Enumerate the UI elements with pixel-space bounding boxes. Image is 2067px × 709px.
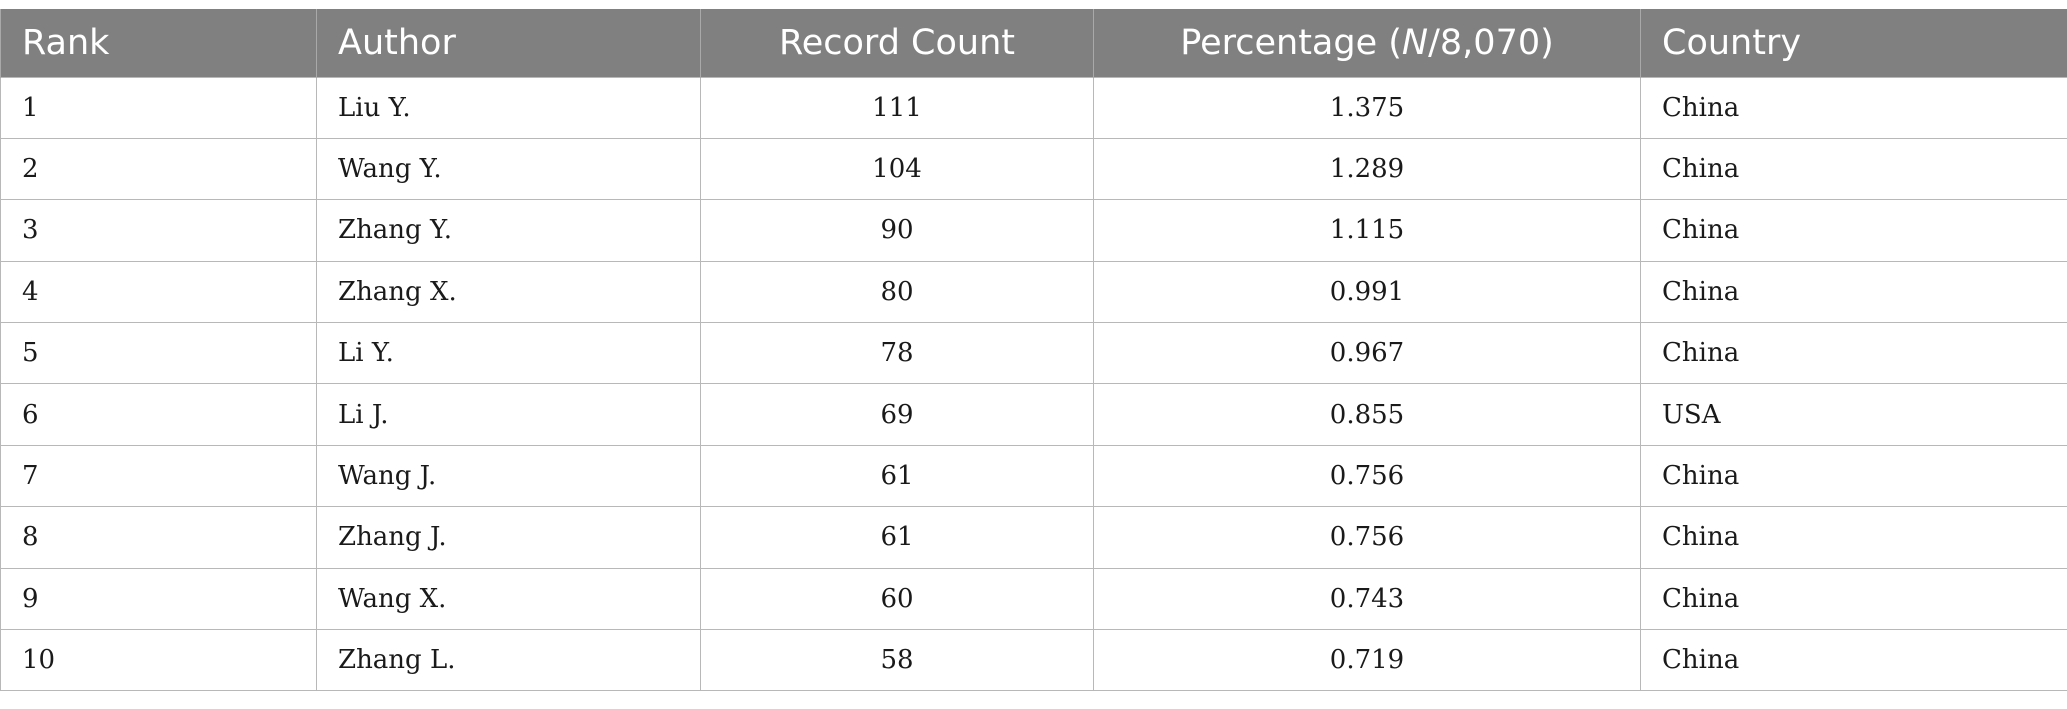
cell-author: Zhang X. [316, 260, 701, 324]
cell-country: China [1640, 506, 2067, 569]
cell-percentage: 0.855 [1093, 383, 1641, 446]
table-row: 2 Wang Y. 104 1.289 China [0, 137, 2067, 201]
cell-author: Li J. [316, 383, 701, 446]
cell-country: China [1640, 260, 2067, 324]
header-percentage-suffix: /8,070) [1428, 22, 1554, 63]
header-country: Country [1640, 9, 2067, 77]
cell-rank: 3 [0, 199, 317, 262]
cell-percentage: 0.756 [1093, 444, 1641, 508]
cell-rank: 6 [0, 383, 317, 446]
cell-author: Zhang Y. [316, 199, 701, 262]
cell-record-count: 111 [700, 76, 1094, 139]
header-percentage-prefix: Percentage ( [1180, 22, 1402, 63]
cell-percentage: 1.375 [1093, 76, 1641, 139]
cell-record-count: 104 [700, 137, 1094, 201]
cell-percentage: 0.756 [1093, 506, 1641, 569]
cell-author: Li Y. [316, 322, 701, 385]
author-table: Rank Author Record Count Percentage (N/8… [0, 9, 2067, 692]
header-percentage: Percentage (N/8,070) [1093, 9, 1641, 77]
cell-country: China [1640, 76, 2067, 139]
cell-percentage: 1.115 [1093, 199, 1641, 262]
cell-percentage: 1.289 [1093, 137, 1641, 201]
table-row: 6 Li J. 69 0.855 USA [0, 383, 2067, 446]
cell-rank: 7 [0, 444, 317, 508]
cell-author: Zhang L. [316, 629, 701, 692]
table-body: 1 Liu Y. 111 1.375 China 2 Wang Y. 104 1.289 Chin… [0, 76, 2067, 692]
cell-rank: 10 [0, 629, 317, 692]
cell-percentage: 0.991 [1093, 260, 1641, 324]
cell-rank: 8 [0, 506, 317, 569]
cell-country: China [1640, 137, 2067, 201]
header-rank: Rank [0, 9, 317, 77]
cell-percentage: 0.743 [1093, 567, 1641, 631]
header-author: Author [316, 9, 701, 77]
table-header: Rank Author Record Count Percentage (N/8… [0, 9, 2067, 77]
table-row: 7 Wang J. 61 0.756 China [0, 444, 2067, 508]
cell-author: Zhang J. [316, 506, 701, 569]
cell-record-count: 78 [700, 322, 1094, 385]
table-row: 9 Wang X. 60 0.743 China [0, 567, 2067, 631]
cell-country: China [1640, 567, 2067, 631]
table-row: 4 Zhang X. 80 0.991 China [0, 260, 2067, 324]
cell-country: USA [1640, 383, 2067, 446]
cell-country: China [1640, 444, 2067, 508]
cell-country: China [1640, 199, 2067, 262]
cell-percentage: 0.719 [1093, 629, 1641, 692]
cell-author: Wang X. [316, 567, 701, 631]
cell-record-count: 61 [700, 444, 1094, 508]
cell-author: Liu Y. [316, 76, 701, 139]
cell-rank: 5 [0, 322, 317, 385]
cell-record-count: 60 [700, 567, 1094, 631]
cell-author: Wang J. [316, 444, 701, 508]
cell-rank: 2 [0, 137, 317, 201]
cell-author: Wang Y. [316, 137, 701, 201]
header-row: Rank Author Record Count Percentage (N/8… [0, 9, 2067, 77]
cell-country: China [1640, 322, 2067, 385]
cell-rank: 1 [0, 76, 317, 139]
cell-percentage: 0.967 [1093, 322, 1641, 385]
table-row: 5 Li Y. 78 0.967 China [0, 322, 2067, 385]
header-percentage-n: N [1401, 22, 1429, 63]
table-row: 10 Zhang L. 58 0.719 China [0, 629, 2067, 692]
cell-record-count: 69 [700, 383, 1094, 446]
table-row: 1 Liu Y. 111 1.375 China [0, 76, 2067, 139]
cell-record-count: 61 [700, 506, 1094, 569]
table-row: 8 Zhang J. 61 0.756 China [0, 506, 2067, 569]
header-record-count: Record Count [700, 9, 1094, 77]
author-table-container: Rank Author Record Count Percentage (N/8… [0, 9, 2067, 692]
cell-record-count: 80 [700, 260, 1094, 324]
cell-country: China [1640, 629, 2067, 692]
cell-record-count: 58 [700, 629, 1094, 692]
cell-rank: 9 [0, 567, 317, 631]
cell-record-count: 90 [700, 199, 1094, 262]
table-row: 3 Zhang Y. 90 1.115 China [0, 199, 2067, 262]
cell-rank: 4 [0, 260, 317, 324]
